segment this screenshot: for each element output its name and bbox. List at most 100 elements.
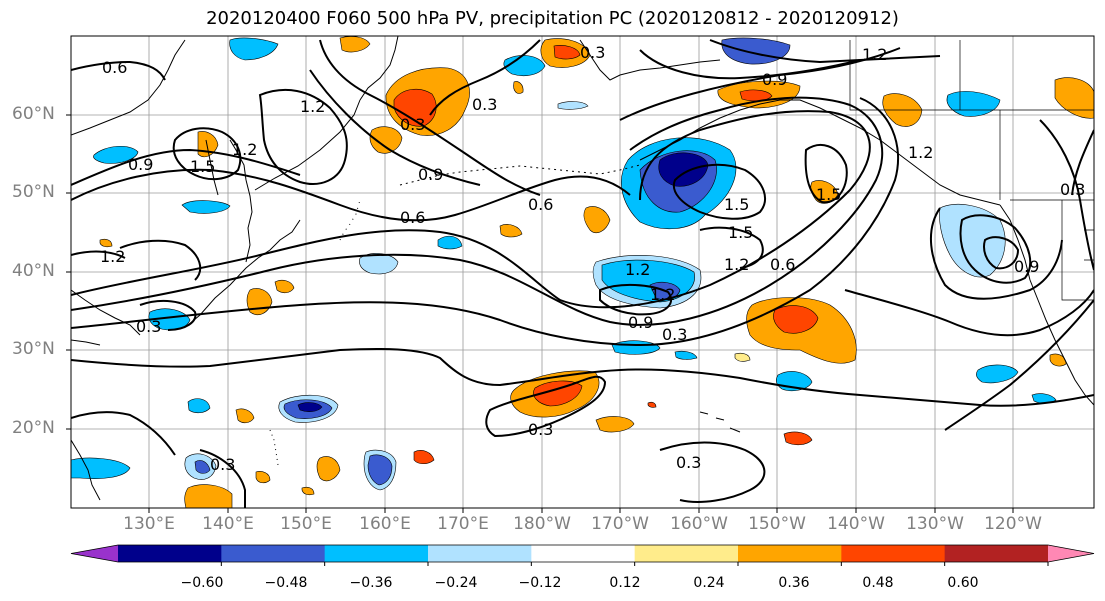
precip-positive-blob (274, 279, 295, 294)
colorbar-tick-label: 0.36 (778, 575, 810, 591)
pv-contour (199, 449, 246, 508)
lat-label: 30°N (12, 339, 55, 359)
contour-label: 1.2 (300, 97, 325, 116)
colorbar-segment (118, 545, 222, 562)
colorbar-segment (841, 545, 946, 562)
contour-label: 0.9 (762, 70, 787, 89)
map-area: 0.6 0.9 1.2 1.5 0.3 0.9 0.6 0.6 1.2 1.5 … (71, 36, 1094, 508)
precip-positive-blob (533, 380, 583, 407)
precip-negative-blob (1031, 393, 1057, 404)
contour-label: 1.5 (816, 185, 841, 204)
contour-label: 1.2 (100, 247, 125, 266)
colorbar-tick-label: 0.48 (862, 575, 894, 591)
contour-label: 1.5 (728, 223, 753, 242)
colorbar-tick-label: −0.36 (349, 575, 393, 591)
contour-label: 1.5 (190, 157, 215, 176)
lon-label: 160°W (670, 514, 728, 534)
lon-label: 140°E (202, 514, 254, 534)
precip-negative-blob (359, 253, 399, 275)
contour-label: 0.3 (136, 317, 161, 336)
precip-positive-blob (499, 224, 523, 238)
pv-contour (71, 168, 631, 222)
contour-label: 0.3 (662, 325, 687, 344)
precip-positive-blob (773, 305, 819, 334)
precip-positive-blob (595, 416, 635, 433)
precip-positive-blob (734, 352, 751, 362)
lon-label: 160°E (359, 514, 411, 534)
contour-label: 1.5 (724, 195, 749, 214)
precip-negative-blob (181, 200, 231, 214)
precip-positive-blob (1049, 353, 1067, 367)
pv-contour (172, 127, 242, 181)
contour-label: 1.2 (650, 285, 675, 304)
pv-contour (71, 148, 301, 186)
contour-label: 1.2 (862, 45, 887, 64)
precip-positive-blob (301, 486, 315, 496)
precip-positive-blob (235, 408, 255, 424)
lon-label: 140°W (827, 514, 885, 534)
colorbar-extend-left (71, 545, 118, 562)
precip-positive-blob (553, 45, 581, 60)
pv-contour (672, 163, 766, 220)
pv-contour (71, 96, 884, 326)
contour-label: 0.3 (472, 95, 497, 114)
precip-negative-blob (229, 37, 279, 61)
pv-contour (1039, 119, 1094, 271)
colorbar-segment (221, 545, 326, 562)
pv-contour (959, 214, 1032, 284)
precip-negative-blob (367, 454, 393, 486)
pv-contour (71, 97, 900, 347)
colorbar-tick-label: 0.60 (947, 575, 979, 591)
precip-positive-blob (739, 89, 773, 102)
pv-contour (71, 250, 126, 259)
figure-title: 2020120400 F060 500 hPa PV, precipitatio… (206, 8, 899, 29)
pv-contour (619, 47, 901, 121)
lat-label: 20°N (12, 418, 55, 438)
pv-contour (709, 39, 941, 64)
lat-label: 50°N (12, 182, 55, 202)
lon-label: 150°E (280, 514, 332, 534)
precip-negative-blob (976, 364, 1019, 384)
pv-contour (429, 39, 541, 116)
precip-positive-blob (393, 88, 437, 127)
colorbar-tick-label: −0.60 (180, 575, 224, 591)
colorbar-tick-label: −0.24 (434, 575, 478, 591)
pv-contour (844, 289, 1094, 337)
precip-positive-blob (99, 238, 113, 248)
pv-contour (71, 60, 166, 81)
contour-label: 0.3 (210, 455, 235, 474)
pv-contour (659, 441, 766, 503)
colorbar-segment (738, 545, 842, 562)
contour-label: 0.6 (528, 195, 553, 214)
axis-ticks (66, 114, 1014, 513)
precip-positive-blob (255, 471, 271, 484)
contour-label: 0.3 (676, 453, 701, 472)
pv-contour (983, 236, 1020, 270)
contour-label: 0.9 (128, 155, 153, 174)
pv-contour (599, 283, 673, 316)
precip-negative-blob (194, 460, 211, 474)
precip-negative-blob (93, 146, 139, 164)
contour-label: 0.3 (1060, 180, 1085, 199)
precip-positive-blob (184, 484, 233, 508)
pv-contour (319, 39, 541, 196)
contour-labels: 0.6 0.9 1.2 1.5 0.3 0.9 0.6 0.6 1.2 1.5 … (100, 43, 1085, 474)
pv-contour (485, 375, 607, 438)
pv-contour (71, 411, 176, 456)
precip-negative-blob (437, 235, 463, 250)
precip-shading (71, 36, 1094, 508)
colorbar-outline (70, 544, 1095, 563)
lon-label: 150°W (748, 514, 806, 534)
precip-positive-blob (316, 456, 341, 482)
pv-contour (71, 110, 871, 309)
pv-contour (309, 69, 481, 186)
colorbar-tick-label: −0.12 (518, 575, 562, 591)
precip-positive-blob (783, 431, 813, 446)
contour-label: 0.9 (1014, 257, 1039, 276)
contour-label: 1.2 (724, 255, 749, 274)
lon-label: 180°W (513, 514, 571, 534)
colorbar-segment (634, 545, 739, 562)
pv-contour (699, 226, 764, 269)
precip-negative-blob (557, 101, 589, 110)
